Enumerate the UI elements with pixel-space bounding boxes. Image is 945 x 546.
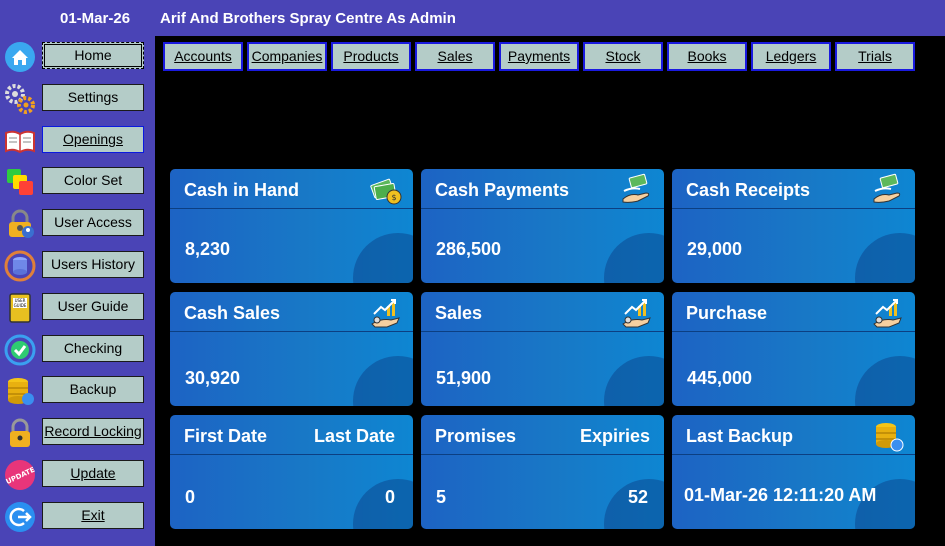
sales-card[interactable]: Sales 51,900 xyxy=(421,292,664,406)
hand-cash-icon xyxy=(622,173,650,203)
growth-hand-icon xyxy=(371,299,400,328)
card-value: 29,000 xyxy=(687,239,743,259)
record-locking-button[interactable]: Record Locking xyxy=(42,418,144,445)
title-bar: 01-Mar-26 Arif And Brothers Spray Centre… xyxy=(0,0,945,36)
card-value: 51,900 xyxy=(436,368,492,388)
sidebar-item-users-history[interactable]: Users History xyxy=(0,247,155,283)
sidebar-item-home[interactable]: Home xyxy=(0,38,155,74)
tab-accounts[interactable]: Accounts xyxy=(163,42,243,71)
card-title: Cash Sales xyxy=(184,303,281,323)
cash-payments-card[interactable]: Cash Payments 286,500 xyxy=(421,169,664,283)
card-title: Cash Payments xyxy=(435,180,570,200)
promises-value: 5 xyxy=(436,487,447,507)
user-guide-book-icon: USER GUIDE xyxy=(4,292,36,324)
tab-ledgers[interactable]: Ledgers xyxy=(751,42,831,71)
sidebar-item-openings[interactable]: Openings xyxy=(0,122,155,158)
color-palette-icon xyxy=(4,166,36,198)
card-title: Sales xyxy=(435,303,483,323)
sidebar-item-update[interactable]: UPDATE Update xyxy=(0,456,155,492)
settings-button[interactable]: Settings xyxy=(42,84,144,111)
gears-icon xyxy=(4,83,36,115)
sidebar-item-color-set[interactable]: Color Set xyxy=(0,163,155,199)
home-button[interactable]: Home xyxy=(42,42,144,69)
growth-hand-icon xyxy=(873,299,902,328)
card-value: 8,230 xyxy=(185,239,231,259)
database-backup-icon xyxy=(876,423,904,452)
database-backup-icon xyxy=(4,375,36,407)
checking-button[interactable]: Checking xyxy=(42,335,144,362)
sidebar-item-record-locking[interactable]: Record Locking xyxy=(0,414,155,450)
last-date-value: 0 xyxy=(384,487,395,507)
expiries-label: Expiries xyxy=(579,426,650,446)
tab-payments[interactable]: Payments xyxy=(499,42,579,71)
check-sync-icon xyxy=(4,334,36,366)
sidebar-item-backup[interactable]: Backup xyxy=(0,372,155,408)
user-lock-icon xyxy=(4,208,36,240)
window-title: Arif And Brothers Spray Centre As Admin xyxy=(160,10,456,27)
cash-sales-card[interactable]: Cash Sales 30,920 xyxy=(170,292,413,406)
growth-hand-icon xyxy=(622,299,651,328)
dates-card[interactable]: First Date Last Date 0 0 xyxy=(170,415,413,529)
home-icon xyxy=(4,41,36,73)
update-button[interactable]: Update xyxy=(42,460,144,487)
padlock-icon xyxy=(4,417,36,449)
database-history-icon xyxy=(4,250,36,282)
exit-button[interactable]: Exit xyxy=(42,502,144,529)
user-access-button[interactable]: User Access xyxy=(42,209,144,236)
sidebar-item-exit[interactable]: Exit xyxy=(0,498,155,534)
exit-icon xyxy=(4,501,36,533)
hand-cash-icon xyxy=(873,173,901,203)
svg-text:USER: USER xyxy=(15,298,26,303)
first-date-value: 0 xyxy=(185,487,196,507)
sidebar: Home Settings Openings Color Set User Ac… xyxy=(0,36,155,546)
tab-companies[interactable]: Companies xyxy=(247,42,327,71)
expiries-value: 52 xyxy=(627,487,648,507)
user-guide-button[interactable]: User Guide xyxy=(42,293,144,320)
money-stack-icon: $ xyxy=(370,178,402,205)
tab-sales[interactable]: Sales xyxy=(415,42,495,71)
first-date-label: First Date xyxy=(184,426,268,446)
cash-in-hand-card[interactable]: Cash in Hand $ 8,230 xyxy=(170,169,413,283)
current-date: 01-Mar-26 xyxy=(60,10,131,27)
sidebar-item-settings[interactable]: Settings xyxy=(0,80,155,116)
sidebar-item-user-guide[interactable]: USER GUIDE User Guide xyxy=(0,289,155,325)
card-title: Cash Receipts xyxy=(686,180,811,200)
card-title: Purchase xyxy=(686,303,768,323)
users-history-button[interactable]: Users History xyxy=(42,251,144,278)
tab-trials[interactable]: Trials xyxy=(835,42,915,71)
sidebar-item-user-access[interactable]: User Access xyxy=(0,205,155,241)
tab-books[interactable]: Books xyxy=(667,42,747,71)
promises-label: Promises xyxy=(435,426,517,446)
last-backup-card[interactable]: Last Backup 01-Mar-26 12:11:20 AM xyxy=(672,415,915,529)
top-navigation: Accounts Companies Products Sales Paymen… xyxy=(160,40,945,72)
backup-button[interactable]: Backup xyxy=(42,376,144,403)
tab-products[interactable]: Products xyxy=(331,42,411,71)
update-badge-icon: UPDATE xyxy=(4,459,36,491)
last-date-label: Last Date xyxy=(313,426,395,446)
last-backup-value: 01-Mar-26 12:11:20 AM xyxy=(684,485,877,505)
card-value: 30,920 xyxy=(185,368,241,388)
sidebar-item-checking[interactable]: Checking xyxy=(0,331,155,367)
tab-stock[interactable]: Stock xyxy=(583,42,663,71)
card-value: 445,000 xyxy=(687,368,753,388)
purchase-card[interactable]: Purchase 445,000 xyxy=(672,292,915,406)
color-set-button[interactable]: Color Set xyxy=(42,167,144,194)
svg-text:$: $ xyxy=(391,193,396,202)
promises-card[interactable]: Promises Expiries 5 52 xyxy=(421,415,664,529)
cash-receipts-card[interactable]: Cash Receipts 29,000 xyxy=(672,169,915,283)
svg-text:GUIDE: GUIDE xyxy=(14,303,27,308)
card-value: 286,500 xyxy=(436,239,502,259)
card-title: Last Backup xyxy=(686,426,794,446)
openings-button[interactable]: Openings xyxy=(42,126,144,153)
card-title: Cash in Hand xyxy=(184,180,300,200)
open-book-icon xyxy=(4,125,36,157)
